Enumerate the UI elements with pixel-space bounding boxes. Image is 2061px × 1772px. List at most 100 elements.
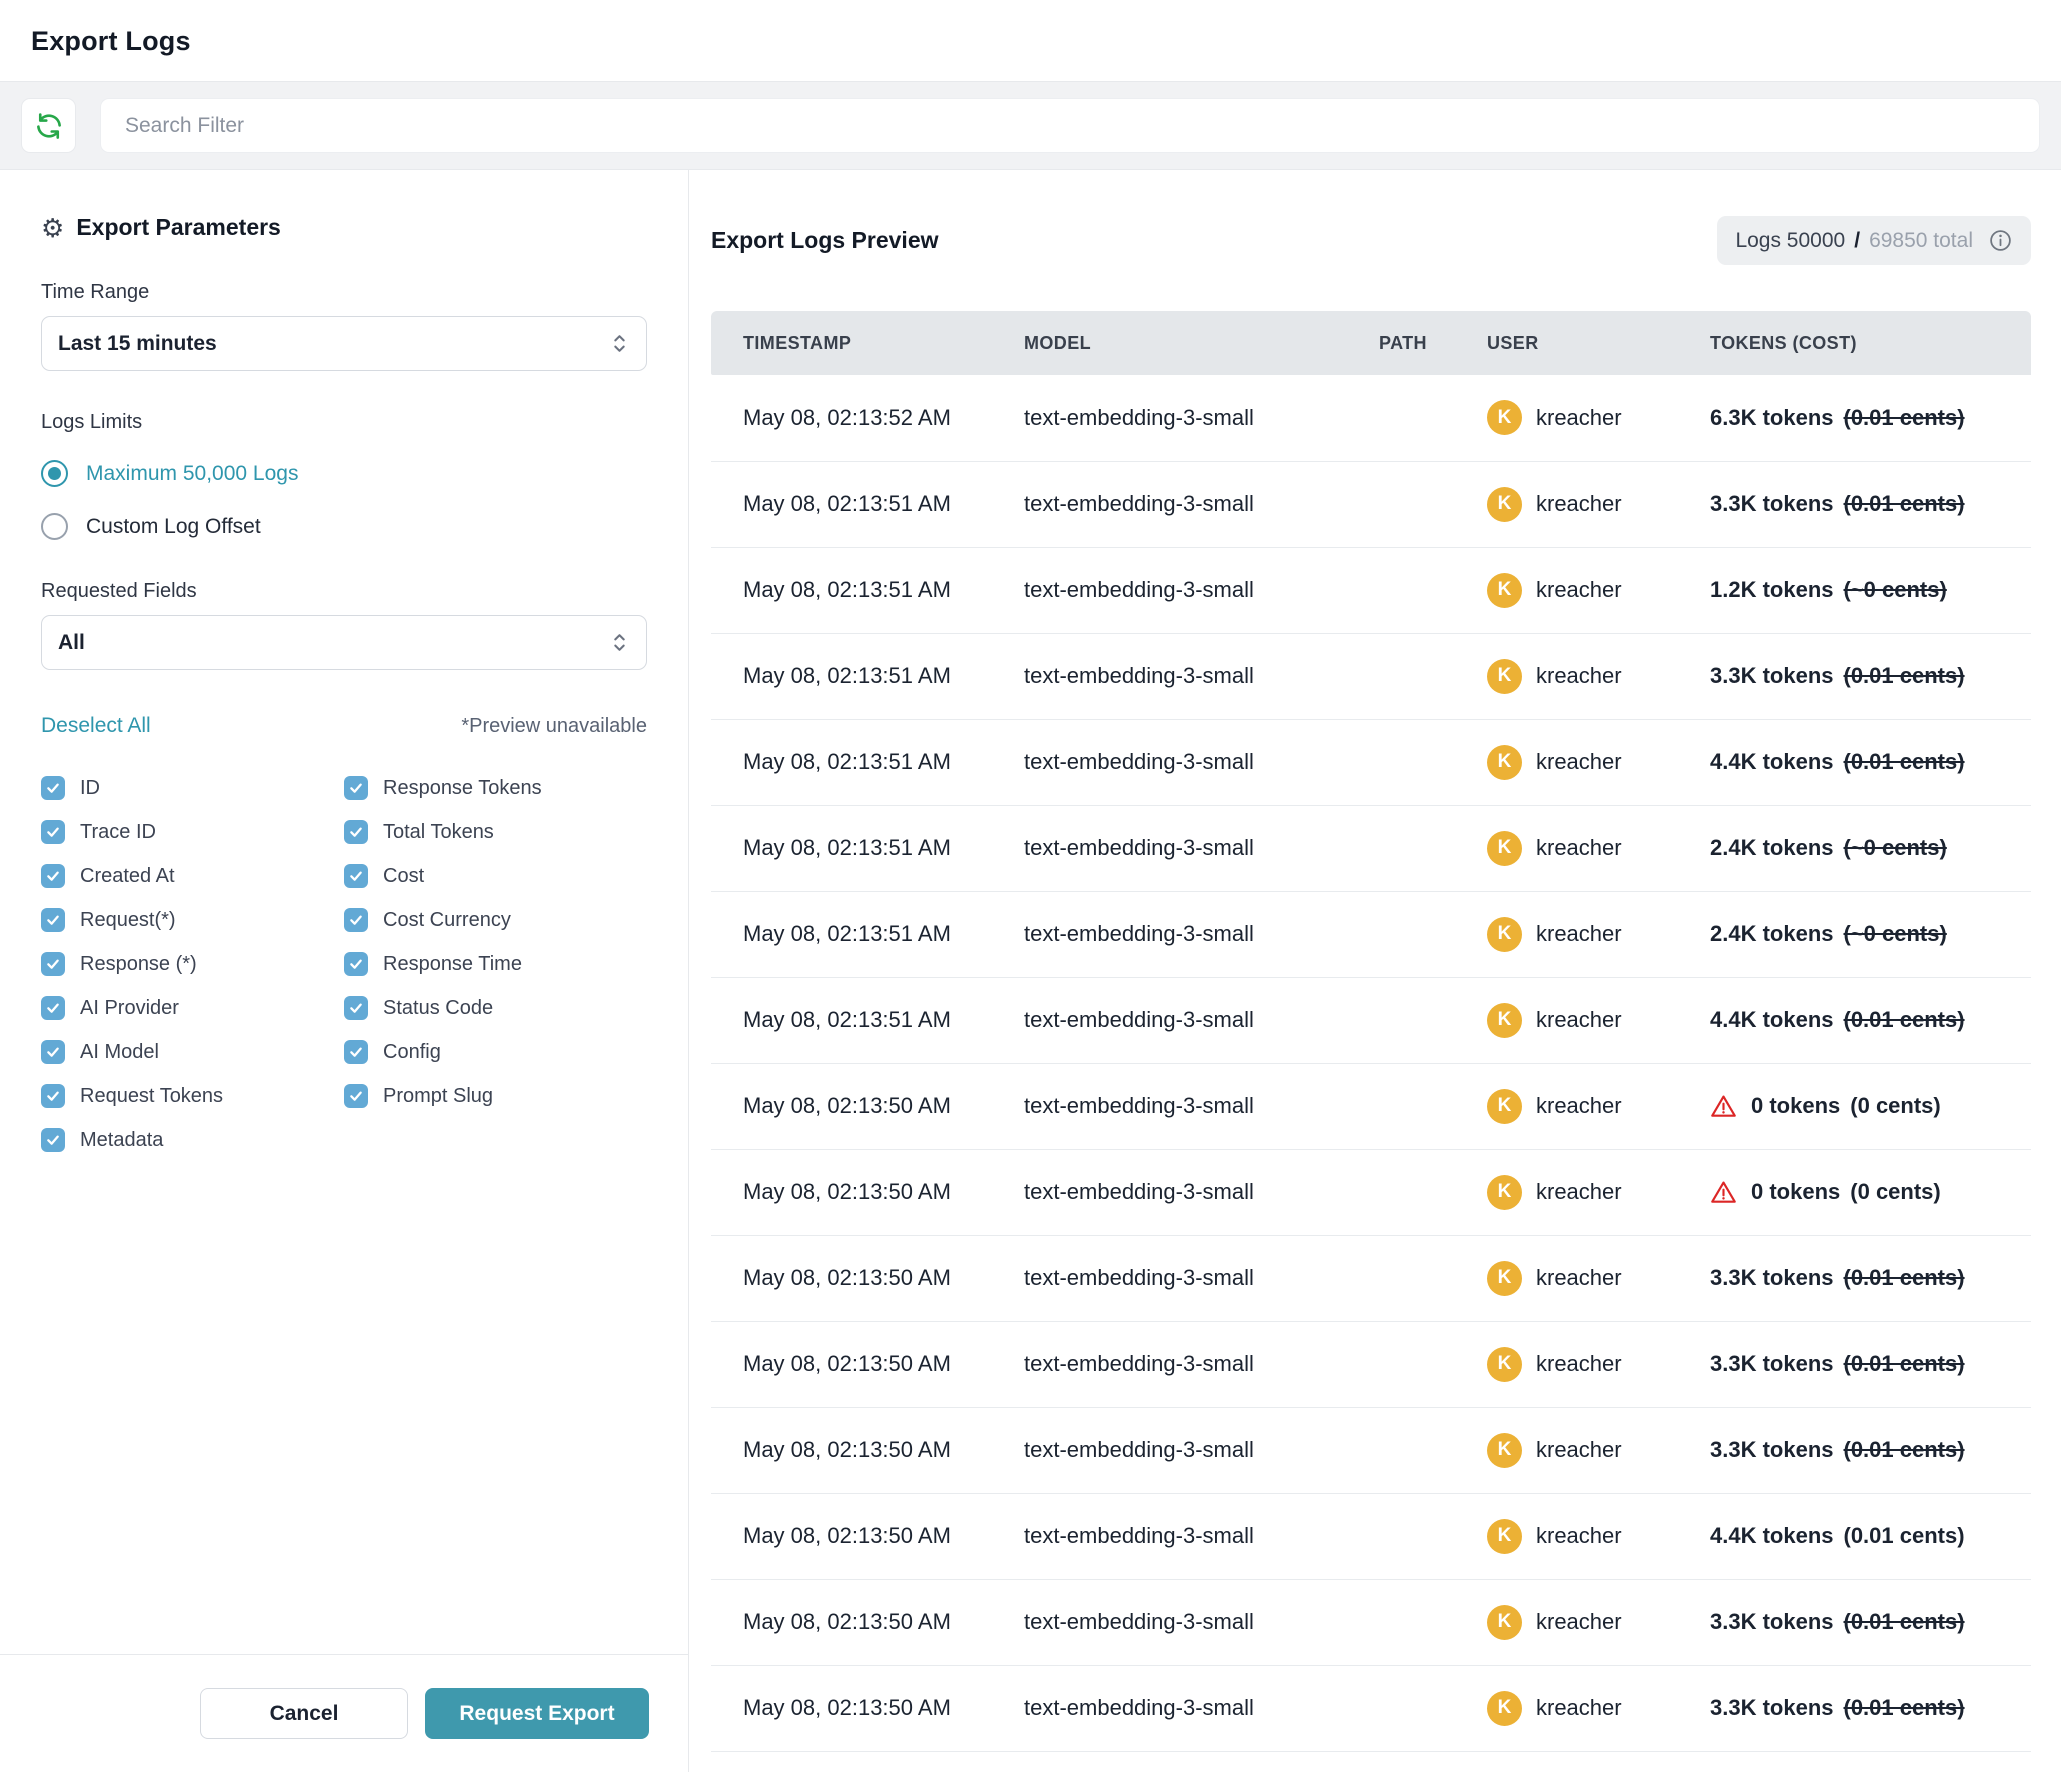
preview-title: Export Logs Preview (711, 227, 939, 253)
checkbox-checked-icon (41, 1084, 65, 1108)
log-table-row: May 08, 02:13:51 AM text-embedding-3-smal… (711, 805, 2031, 892)
user-avatar: K (1487, 916, 1522, 952)
page-title: Export Logs (31, 26, 191, 56)
field-checkbox-request[interactable]: Request(*) (41, 898, 344, 942)
log-timestamp: May 08, 02:13:51 AM (711, 461, 1024, 548)
time-range-select[interactable]: Last 15 minutes (41, 316, 647, 371)
radio-custom-log-offset-label: Custom Log Offset (86, 514, 261, 538)
log-timestamp: May 08, 02:13:51 AM (711, 719, 1024, 806)
field-checkbox-total-tokens[interactable]: Total Tokens (344, 810, 647, 854)
column-header-model: MODEL (1024, 311, 1379, 375)
username: kreacher (1536, 1179, 1622, 1204)
log-model: text-embedding-3-small (1024, 1579, 1379, 1666)
log-path (1379, 1407, 1487, 1494)
field-checkbox-prompt-slug[interactable]: Prompt Slug (344, 1074, 647, 1118)
token-cost: (0 cents) (1850, 1093, 1941, 1118)
checkbox-checked-icon (41, 864, 65, 888)
token-cost: (0.01 cents) (1843, 1523, 1965, 1548)
log-timestamp: May 08, 02:13:50 AM (711, 1493, 1024, 1580)
log-model: text-embedding-3-small (1024, 1493, 1379, 1580)
checkbox-checked-icon (41, 1128, 65, 1152)
field-checkbox-response[interactable]: Response (*) (41, 942, 344, 986)
field-label: Response Time (383, 952, 522, 975)
checkbox-checked-icon (344, 996, 368, 1020)
radio-custom-log-offset[interactable]: Custom Log Offset (41, 513, 647, 540)
log-model: text-embedding-3-small (1024, 1063, 1379, 1150)
log-tokens-cost: 3.3K tokens (0.01 cents) (1710, 1665, 2031, 1752)
export-parameters-body: ⚙ Export Parameters Time Range Last 15 m… (0, 170, 688, 1654)
checkbox-checked-icon (344, 908, 368, 932)
token-count: 3.3K tokens (1710, 491, 1834, 516)
log-path (1379, 1063, 1487, 1150)
username: kreacher (1536, 835, 1622, 860)
column-header-path: PATH (1379, 311, 1487, 375)
field-checkbox-ai-provider[interactable]: AI Provider (41, 986, 344, 1030)
log-table-row: May 08, 02:13:50 AM text-embedding-3-smal… (711, 1063, 2031, 1150)
log-table-row: May 08, 02:13:50 AM text-embedding-3-smal… (711, 1235, 2031, 1322)
column-header-timestamp: TIMESTAMP (711, 311, 1024, 375)
field-checkbox-metadata[interactable]: Metadata (41, 1118, 344, 1162)
field-label: Request Tokens (80, 1084, 224, 1107)
field-label: Metadata (80, 1128, 164, 1151)
search-input[interactable] (100, 98, 2040, 153)
gear-icon: ⚙ (41, 212, 65, 243)
requested-fields-select[interactable]: All (41, 615, 647, 670)
log-table-row: May 08, 02:13:51 AM text-embedding-3-smal… (711, 547, 2031, 634)
field-checkbox-config[interactable]: Config (344, 1030, 647, 1074)
fields-column-left: ID Trace ID Created At Request(*) Response (… (41, 766, 344, 1162)
requested-fields-label: Requested Fields (41, 580, 197, 602)
logs-count-badge: Logs 50000 / 69850 total (1717, 216, 2031, 265)
warning-icon (1710, 1093, 1737, 1120)
field-checkbox-trace-id[interactable]: Trace ID (41, 810, 344, 854)
fields-column-right: Response Tokens Total Tokens Cost Cost Curr… (344, 766, 647, 1162)
token-count: 4.4K tokens (1710, 1007, 1834, 1032)
log-tokens-cost: 4.4K tokens (0.01 cents) (1710, 977, 2031, 1064)
token-cost: (0.01 cents) (1843, 1437, 1965, 1462)
field-checkbox-cost-currency[interactable]: Cost Currency (344, 898, 647, 942)
info-icon[interactable] (1988, 228, 2013, 253)
log-table-row: May 08, 02:13:50 AM text-embedding-3-smal… (711, 1321, 2031, 1408)
field-label: Cost (383, 864, 425, 887)
field-checkbox-id[interactable]: ID (41, 766, 344, 810)
column-header-user: USER (1487, 311, 1710, 375)
log-tokens-cost: 2.4K tokens (~0 cents) (1710, 891, 2031, 978)
log-model: text-embedding-3-small (1024, 633, 1379, 720)
content: ⚙ Export Parameters Time Range Last 15 m… (0, 170, 2061, 1772)
user-avatar: K (1487, 1604, 1522, 1640)
field-checkbox-created-at[interactable]: Created At (41, 854, 344, 898)
field-checkbox-ai-model[interactable]: AI Model (41, 1030, 344, 1074)
field-checkbox-request-tokens[interactable]: Request Tokens (41, 1074, 344, 1118)
field-label: AI Provider (80, 996, 179, 1019)
log-tokens-cost: 3.3K tokens (0.01 cents) (1710, 1235, 2031, 1322)
radio-checked-icon (41, 460, 68, 487)
search-strip (0, 81, 2061, 170)
logs-limits-radio-group: Maximum 50,000 Logs Custom Log Offset (41, 460, 647, 540)
request-export-button[interactable]: Request Export (425, 1688, 649, 1739)
token-cost: (~0 cents) (1843, 835, 1947, 860)
deselect-all-link[interactable]: Deselect All (41, 714, 151, 737)
log-path (1379, 1321, 1487, 1408)
username: kreacher (1536, 1265, 1622, 1290)
checkbox-checked-icon (41, 1040, 65, 1064)
radio-maximum-logs[interactable]: Maximum 50,000 Logs (41, 460, 647, 487)
field-checkbox-response-time[interactable]: Response Time (344, 942, 647, 986)
log-tokens-cost: 3.3K tokens (0.01 cents) (1710, 461, 2031, 548)
field-checkbox-cost[interactable]: Cost (344, 854, 647, 898)
user-avatar: K (1487, 1174, 1522, 1210)
refresh-button[interactable] (21, 98, 76, 153)
cancel-button[interactable]: Cancel (200, 1688, 408, 1739)
username: kreacher (1536, 404, 1622, 430)
radio-maximum-logs-label: Maximum 50,000 Logs (86, 461, 299, 485)
token-count: 4.4K tokens (1710, 749, 1834, 774)
preview-unavailable-note: *Preview unavailable (461, 714, 647, 737)
token-count: 3.3K tokens (1710, 1609, 1834, 1634)
checkbox-checked-icon (41, 776, 65, 800)
field-checkbox-response-tokens[interactable]: Response Tokens (344, 766, 647, 810)
titlebar: Export Logs (0, 0, 2061, 81)
field-checkbox-status-code[interactable]: Status Code (344, 986, 647, 1030)
